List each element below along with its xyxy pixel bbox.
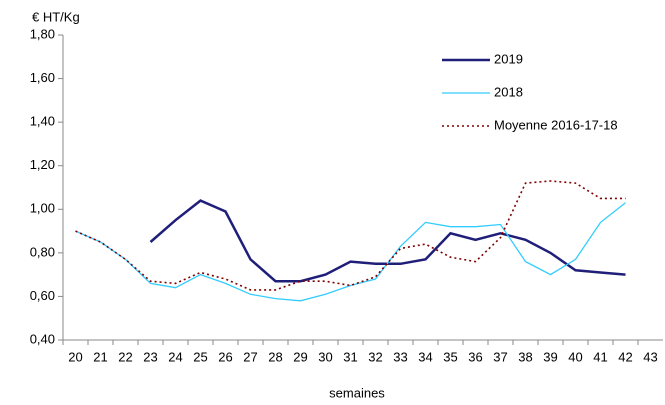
x-tick-label: 26 bbox=[218, 349, 232, 364]
legend-label: Moyenne 2016-17-18 bbox=[494, 117, 618, 132]
legend-label: 2018 bbox=[494, 84, 523, 99]
x-tick-label: 23 bbox=[143, 349, 157, 364]
x-tick-label: 40 bbox=[568, 349, 582, 364]
x-tick-label: 42 bbox=[618, 349, 632, 364]
series-line bbox=[75, 202, 626, 302]
y-tick-label: 1,00 bbox=[30, 201, 55, 216]
x-tick-label: 33 bbox=[393, 349, 407, 364]
x-tick-label: 34 bbox=[418, 349, 432, 364]
x-tick-label: 31 bbox=[343, 349, 357, 364]
x-tick-label: 38 bbox=[518, 349, 532, 364]
x-tick-label: 27 bbox=[243, 349, 257, 364]
y-tick-label: 1,60 bbox=[30, 70, 55, 85]
series-line bbox=[149, 199, 626, 283]
x-tick-label: 32 bbox=[368, 349, 382, 364]
y-tick-label: 1,40 bbox=[30, 114, 55, 129]
legend-label: 2019 bbox=[494, 51, 523, 66]
x-axis-label: semaines bbox=[329, 385, 385, 400]
x-tick-label: 37 bbox=[493, 349, 507, 364]
x-tick-label: 39 bbox=[543, 349, 557, 364]
y-tick-label: 1,80 bbox=[30, 26, 55, 41]
x-tick-label: 20 bbox=[68, 349, 82, 364]
x-tick-label: 30 bbox=[318, 349, 332, 364]
y-tick-label: 0,80 bbox=[30, 244, 55, 259]
x-tick-label: 35 bbox=[443, 349, 457, 364]
y-tick-label: 0,60 bbox=[30, 288, 55, 303]
x-tick-label: 43 bbox=[643, 349, 657, 364]
x-tick-label: 36 bbox=[468, 349, 482, 364]
x-tick-label: 25 bbox=[193, 349, 207, 364]
y-axis-label: € HT/Kg bbox=[32, 9, 80, 24]
x-tick-label: 41 bbox=[593, 349, 607, 364]
x-tick-label: 28 bbox=[268, 349, 282, 364]
x-tick-label: 29 bbox=[293, 349, 307, 364]
y-tick-label: 1,20 bbox=[30, 157, 55, 172]
y-tick-label: 0,40 bbox=[30, 331, 55, 346]
x-tick-label: 24 bbox=[168, 349, 182, 364]
x-tick-label: 22 bbox=[118, 349, 132, 364]
x-tick-label: 21 bbox=[93, 349, 107, 364]
